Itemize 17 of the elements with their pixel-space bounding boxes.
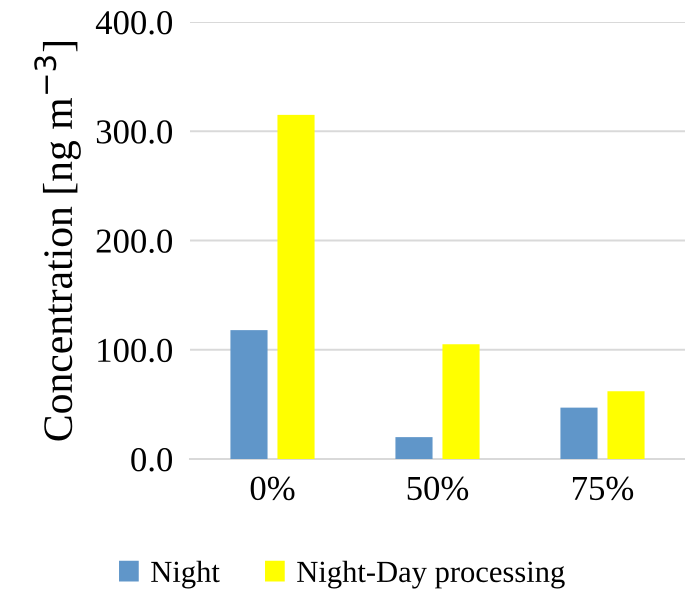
y-tick-label: 400.0 [96,10,172,35]
bar [560,408,598,459]
y-tick-label: 200.0 [96,229,172,254]
bar [607,391,645,459]
legend-label: Night [151,560,220,588]
x-tick-label: 0% [250,476,294,500]
bar [230,330,268,459]
y-tick-label: 0.0 [131,448,172,472]
legend-label: Night-Day processing [297,560,565,588]
bar [442,344,480,459]
y-axis-title: Concentration [ng m$^{−3}$] [34,42,81,440]
y-tick-label: 100.0 [98,338,172,362]
x-tick-label: 75% [572,476,634,500]
x-tick-label: 50% [408,476,468,500]
y-tick-label: 300.0 [96,120,172,144]
bar [395,437,433,459]
bar [277,114,315,459]
